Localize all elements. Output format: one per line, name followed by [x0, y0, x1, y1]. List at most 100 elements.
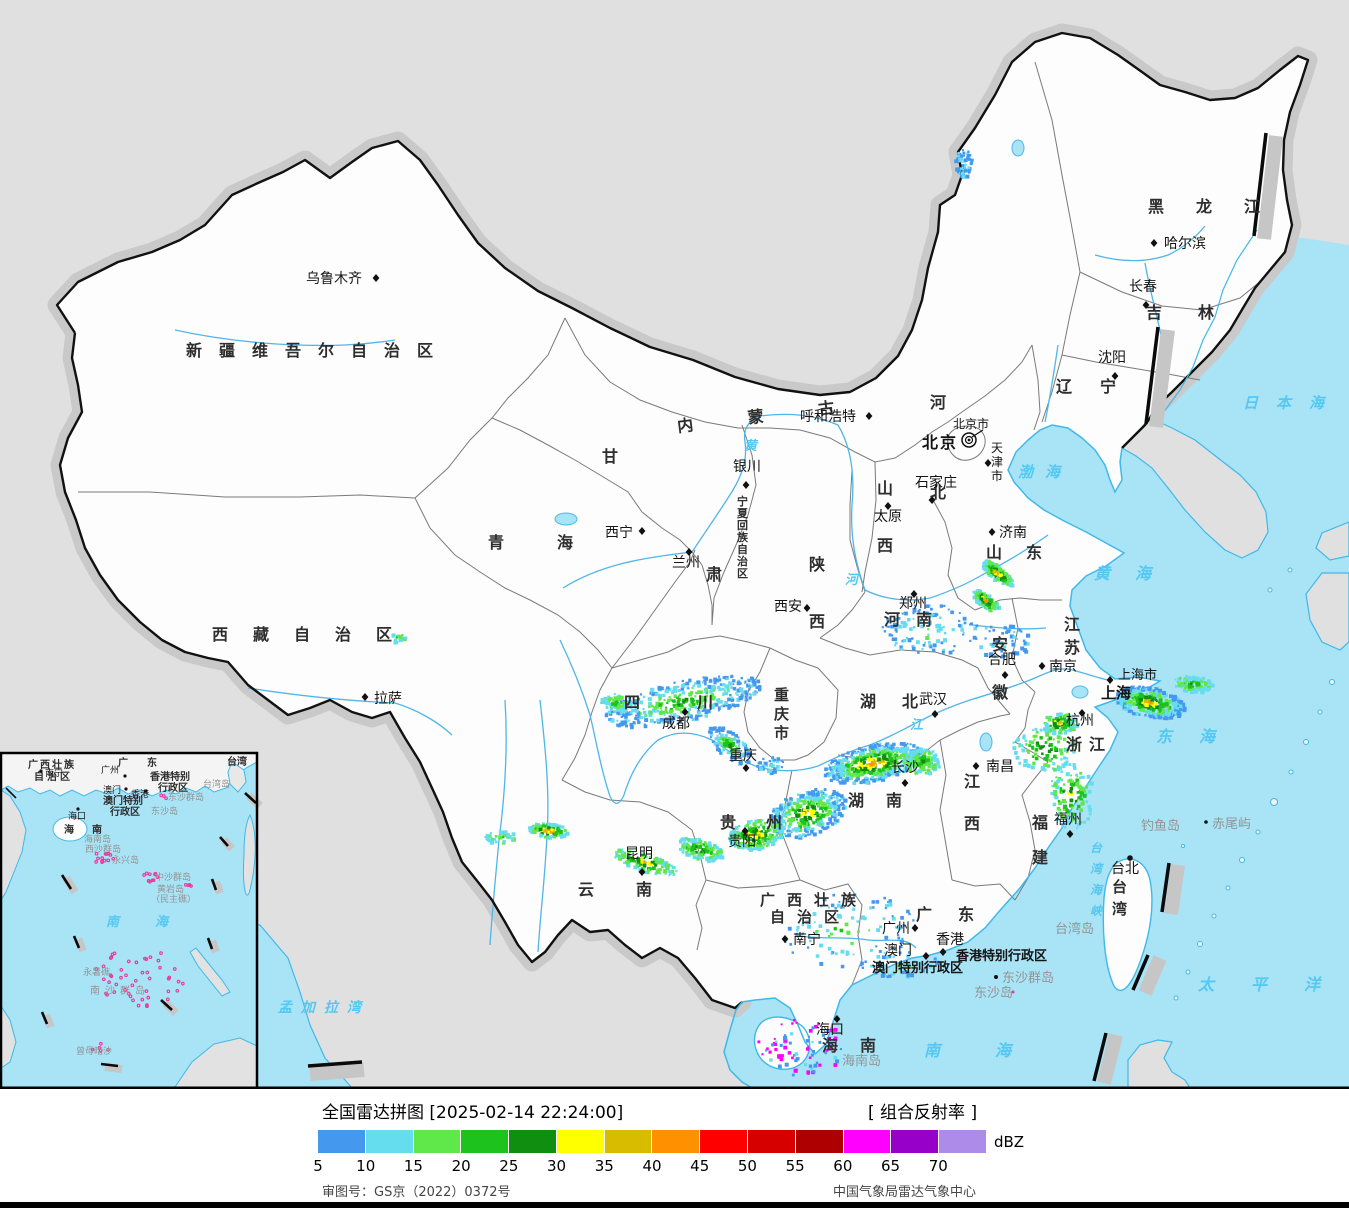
city-marker: [803, 604, 811, 612]
label-南宁: 南宁: [793, 931, 821, 948]
beijing-label-arrow: [971, 429, 984, 438]
city-marker: [1106, 676, 1114, 684]
label-台北: 台北: [1111, 861, 1139, 877]
label-北京市: 北京市: [953, 416, 989, 431]
label-曾母暗沙: 曾母暗沙: [76, 1045, 112, 1057]
label-孟加拉湾: 孟加拉湾: [278, 999, 370, 1016]
label-河: 河: [845, 572, 861, 588]
city-marker-layer: [361, 239, 1208, 1023]
label-河北: 河北: [930, 393, 946, 502]
label-陕西: 陕西: [809, 555, 825, 631]
legend-color-65: [891, 1130, 939, 1153]
city-marker: [884, 502, 892, 510]
inset-vietnam: [0, 789, 27, 902]
city-marker: [833, 1015, 841, 1023]
inset-taiwan: [227, 761, 247, 793]
label-台湾岛: 台湾岛: [203, 778, 230, 790]
label-上海: 上海: [1101, 684, 1131, 702]
label-东沙岛: 东沙岛: [151, 805, 178, 817]
label-海口: 海口: [68, 810, 86, 822]
ryukyu-islands: [1173, 567, 1335, 1001]
label-石家庄: 石家庄: [915, 474, 957, 491]
label-江西: 江西: [964, 772, 980, 833]
legend-color-60: [843, 1130, 891, 1153]
label-宁夏回族自治区: 宁夏回族自治区: [737, 494, 749, 580]
label-广东: 广东: [916, 905, 1000, 924]
city-marker: [972, 762, 980, 770]
label-哈尔滨: 哈尔滨: [1164, 236, 1206, 252]
legend-tick-30: 30: [547, 1157, 567, 1175]
label-郑州: 郑州: [899, 596, 927, 612]
label-日本海: 日本海: [1243, 394, 1342, 412]
label-（民主礁）: （民主礁）: [151, 893, 196, 905]
label-武汉: 武汉: [919, 692, 947, 708]
city-marker: [1078, 709, 1086, 717]
label-济南: 济南: [999, 525, 1027, 541]
label-上海市: 上海市: [1118, 667, 1157, 683]
colorbar-unit: dBZ: [994, 1133, 1025, 1151]
label-湖南: 湖南: [848, 791, 924, 810]
label-东: 东: [147, 756, 157, 769]
city-marker: [638, 868, 646, 876]
label-澳门: 澳门: [103, 784, 121, 796]
label-银川: 银川: [733, 459, 761, 475]
label-拉萨: 拉萨: [374, 691, 402, 707]
legend-color-40: [652, 1130, 700, 1153]
label-赤尾屿: 赤尾屿: [1212, 817, 1251, 832]
bottom-border: [0, 1202, 1349, 1208]
label-黄海: 黄海: [1094, 564, 1176, 583]
china-coastline: [723, 424, 1163, 1089]
label-广西壮族: 广西壮族: [760, 891, 868, 909]
map-bottom-edge: [0, 1086, 1349, 1089]
label-河南: 河南: [884, 610, 948, 629]
legend-color-50: [748, 1130, 795, 1153]
label-永暑礁: 永暑礁: [83, 966, 110, 978]
city-marker: [984, 459, 992, 467]
label-自治区: 自治区: [34, 770, 73, 783]
city-marker: [741, 827, 749, 835]
city-marker: [681, 708, 689, 716]
label-昆明: 昆明: [625, 846, 653, 862]
label-兰州: 兰州: [672, 555, 700, 571]
legend-color-45: [700, 1130, 748, 1153]
legend-tick-45: 45: [690, 1157, 710, 1175]
province-boundaries: [78, 61, 1263, 986]
label-南海: 南海: [924, 1041, 1066, 1060]
city-marker: [928, 496, 936, 504]
label-太平洋: 太平洋: [1197, 975, 1349, 994]
label-海南岛: 海南岛: [84, 833, 111, 845]
product-label: [ 组合反射率 ]: [868, 1103, 978, 1123]
label-行政区: 行政区: [157, 781, 188, 794]
map-title: 全国雷达拼图 [2025-02-14 22:24:00]: [322, 1103, 624, 1123]
label-长春: 长春: [1129, 279, 1157, 295]
label-四川: 四川: [624, 693, 770, 712]
label-呼和浩特: 呼和浩特: [800, 409, 856, 425]
label-新疆维吾尔自治区: 新疆维吾尔自治区: [186, 341, 450, 360]
label-南昌: 南昌: [986, 759, 1014, 775]
japan-honshu: [1315, 521, 1349, 561]
label-黑龙江: 黑龙江: [1148, 197, 1292, 216]
legend-tick-35: 35: [594, 1157, 614, 1175]
chiwei-islet-dot: [1204, 820, 1208, 824]
label-江: 江: [910, 717, 925, 733]
label-江苏: 江苏: [1064, 615, 1080, 657]
inset-china-border: [5, 787, 17, 799]
dongsha-dot: [994, 975, 998, 979]
city-marker: [1142, 301, 1150, 309]
city-marker: [865, 412, 873, 420]
capital-marker: [961, 432, 977, 448]
label-广西壮族: 广西壮族: [28, 758, 76, 771]
city-marker: [1127, 855, 1133, 861]
label-天津市: 天津市: [991, 441, 1003, 483]
city-marker: [1001, 671, 1009, 679]
label-澳门: 澳门: [884, 943, 912, 959]
legend-tick-50: 50: [737, 1157, 757, 1175]
label-永兴岛: 永兴岛: [112, 854, 139, 866]
city-marker: [685, 548, 693, 556]
label-中沙群岛: 中沙群岛: [155, 871, 191, 883]
legend-panel: 全国雷达拼图 [2025-02-14 22:24:00] [ 组合反射率 ] d…: [0, 1089, 1349, 1202]
label-广州: 广州: [882, 921, 910, 937]
city-marker: [1038, 662, 1046, 670]
